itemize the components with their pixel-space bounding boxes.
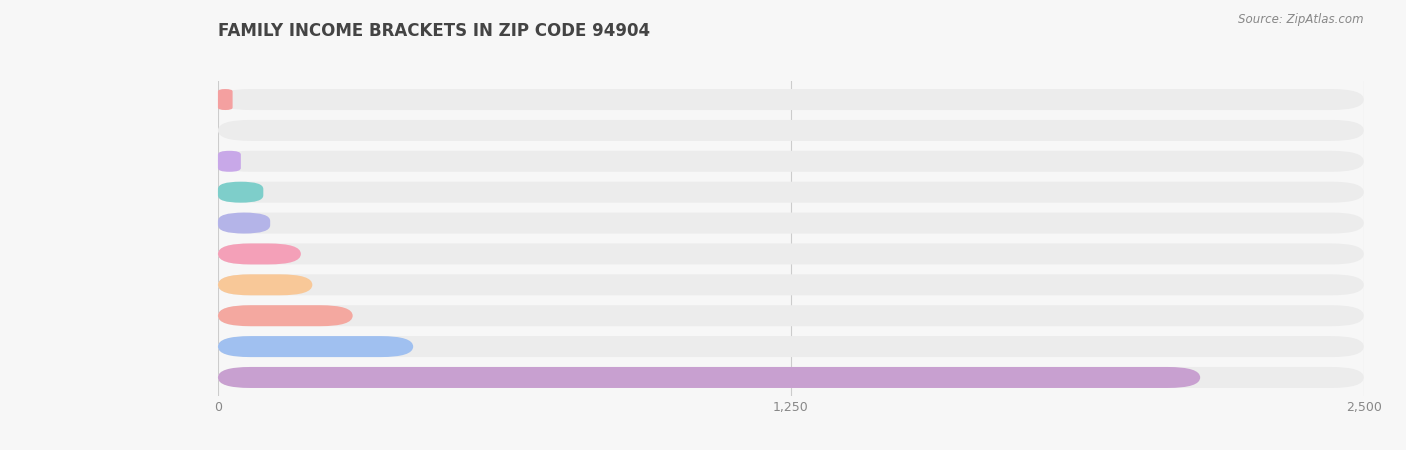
Text: 0: 0 (232, 124, 239, 137)
Text: $200,000+: $200,000+ (226, 371, 297, 384)
Text: 32: 32 (245, 93, 260, 106)
Text: $75,000 to $99,999: $75,000 to $99,999 (226, 278, 329, 292)
Text: $10,000 to $14,999: $10,000 to $14,999 (226, 123, 329, 137)
Text: $50,000 to $74,999: $50,000 to $74,999 (226, 247, 329, 261)
Text: 206: 206 (323, 278, 347, 291)
Text: 181: 181 (312, 248, 336, 261)
Text: 99: 99 (274, 186, 291, 199)
Text: FAMILY INCOME BRACKETS IN ZIP CODE 94904: FAMILY INCOME BRACKETS IN ZIP CODE 94904 (218, 22, 650, 40)
Text: Less than $10,000: Less than $10,000 (226, 93, 342, 106)
Text: $150,000 to $199,999: $150,000 to $199,999 (226, 340, 346, 354)
Text: 2,143: 2,143 (1152, 371, 1187, 384)
Text: $15,000 to $24,999: $15,000 to $24,999 (226, 154, 329, 168)
Text: 294: 294 (364, 309, 388, 322)
Text: $25,000 to $34,999: $25,000 to $34,999 (226, 185, 329, 199)
Text: 114: 114 (281, 216, 305, 230)
Text: $100,000 to $149,999: $100,000 to $149,999 (226, 309, 346, 323)
Text: Source: ZipAtlas.com: Source: ZipAtlas.com (1239, 14, 1364, 27)
Text: 50: 50 (252, 155, 269, 168)
Text: $35,000 to $49,999: $35,000 to $49,999 (226, 216, 329, 230)
Text: 426: 426 (425, 340, 449, 353)
